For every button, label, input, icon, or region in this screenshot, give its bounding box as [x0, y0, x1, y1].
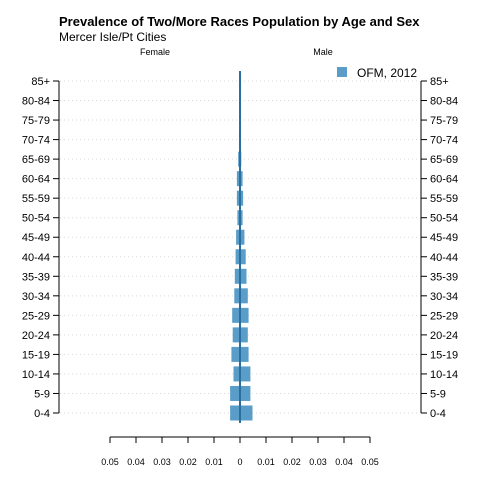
right-tick-label-5-9: 5-9 [430, 388, 446, 400]
left-tick-label-30-34: 30-34 [22, 291, 50, 303]
right-tick-label-25-29: 25-29 [430, 310, 458, 322]
x-tick-label: 0.03 [309, 457, 327, 467]
bar-female-15-19 [231, 346, 240, 362]
x-tick-label: 0.04 [127, 457, 145, 467]
right-tick-label-35-39: 35-39 [430, 271, 458, 283]
left-tick-label-85+: 85+ [31, 76, 50, 88]
legend-label: OFM, 2012 [357, 66, 417, 80]
left-tick-label-45-49: 45-49 [22, 232, 50, 244]
left-tick-label-60-64: 60-64 [22, 174, 50, 186]
bar-male-0-4 [240, 405, 253, 421]
bar-male-60-64 [240, 171, 243, 187]
male-label: Male [313, 47, 333, 57]
left-tick-label-80-84: 80-84 [22, 96, 50, 108]
x-tick-label: 0 [237, 457, 242, 467]
left-tick-label-65-69: 65-69 [22, 154, 50, 166]
right-tick-label-30-34: 30-34 [430, 291, 458, 303]
x-tick-label: 0.05 [101, 457, 119, 467]
left-tick-label-70-74: 70-74 [22, 135, 50, 147]
left-tick-label-20-24: 20-24 [22, 330, 50, 342]
bar-female-45-49 [236, 229, 240, 245]
right-tick-label-20-24: 20-24 [430, 330, 458, 342]
bar-female-40-44 [235, 249, 240, 265]
bar-male-50-54 [240, 210, 243, 226]
right-tick-label-70-74: 70-74 [430, 135, 458, 147]
right-tick-label-55-59: 55-59 [430, 193, 458, 205]
bars [230, 71, 253, 423]
legend-swatch [337, 67, 347, 77]
bar-female-60-64 [236, 171, 240, 187]
left-tick-label-35-39: 35-39 [22, 271, 50, 283]
right-tick-label-80-84: 80-84 [430, 96, 458, 108]
right-tick-label-85+: 85+ [430, 76, 449, 88]
right-tick-label-40-44: 40-44 [430, 252, 458, 264]
bar-female-25-29 [232, 307, 240, 323]
left-tick-label-5-9: 5-9 [34, 388, 50, 400]
left-tick-label-55-59: 55-59 [22, 193, 50, 205]
bar-male-10-14 [240, 366, 251, 382]
left-tick-label-40-44: 40-44 [22, 252, 50, 264]
bar-female-20-24 [232, 327, 240, 343]
left-tick-label-75-79: 75-79 [22, 115, 50, 127]
bar-male-25-29 [240, 307, 249, 323]
left-tick-label-50-54: 50-54 [22, 213, 50, 225]
right-tick-label-15-19: 15-19 [430, 349, 458, 361]
bar-female-50-54 [237, 210, 240, 226]
bar-female-30-34 [234, 288, 240, 304]
bar-male-15-19 [240, 346, 249, 362]
bar-female-0-4 [230, 405, 240, 421]
right-tick-label-0-4: 0-4 [430, 408, 446, 420]
right-tick-label-65-69: 65-69 [430, 154, 458, 166]
bar-male-30-34 [240, 288, 248, 304]
left-tick-label-10-14: 10-14 [22, 369, 50, 381]
bar-female-35-39 [234, 268, 240, 284]
bar-female-5-9 [230, 385, 240, 401]
x-tick-label: 0.01 [257, 457, 275, 467]
bar-male-20-24 [240, 327, 248, 343]
bar-male-5-9 [240, 385, 251, 401]
left-tick-label-15-19: 15-19 [22, 349, 50, 361]
x-axis: 0.05 0.04 0.03 0.02 0.01 0 0.01 0.02 0.03 0.04 0.0… [101, 436, 379, 467]
right-tick-label-45-49: 45-49 [430, 232, 458, 244]
x-tick-label: 0.04 [335, 457, 353, 467]
right-age-axis: 0-4 5-9 10-14 15-19 20-24 25-29 30-34 35-39 40-4… [420, 76, 458, 420]
bar-female-10-14 [233, 366, 240, 382]
chart-subtitle: Mercer Isle/Pt Cities [59, 30, 167, 44]
bar-female-55-59 [236, 190, 240, 206]
right-tick-label-75-79: 75-79 [430, 115, 458, 127]
x-tick-label: 0.03 [153, 457, 171, 467]
bar-male-55-59 [240, 190, 244, 206]
left-tick-label-0-4: 0-4 [34, 408, 50, 420]
right-tick-label-10-14: 10-14 [430, 369, 458, 381]
x-tick-label: 0.05 [361, 457, 379, 467]
x-tick-label: 0.02 [283, 457, 301, 467]
right-tick-label-60-64: 60-64 [430, 174, 458, 186]
bar-male-40-44 [240, 249, 246, 265]
left-age-axis: 0-4 5-9 10-14 15-19 20-24 25-29 30-34 35-39 40-4… [22, 76, 60, 420]
left-tick-label-25-29: 25-29 [22, 310, 50, 322]
right-tick-label-50-54: 50-54 [430, 213, 458, 225]
x-tick-label: 0.02 [179, 457, 197, 467]
legend: OFM, 2012 [337, 66, 417, 80]
x-tick-label: 0.01 [205, 457, 223, 467]
bar-male-45-49 [240, 229, 245, 245]
bar-male-35-39 [240, 268, 247, 284]
female-label: Female [140, 47, 170, 57]
chart-title: Prevalence of Two/More Races Population … [59, 14, 420, 29]
